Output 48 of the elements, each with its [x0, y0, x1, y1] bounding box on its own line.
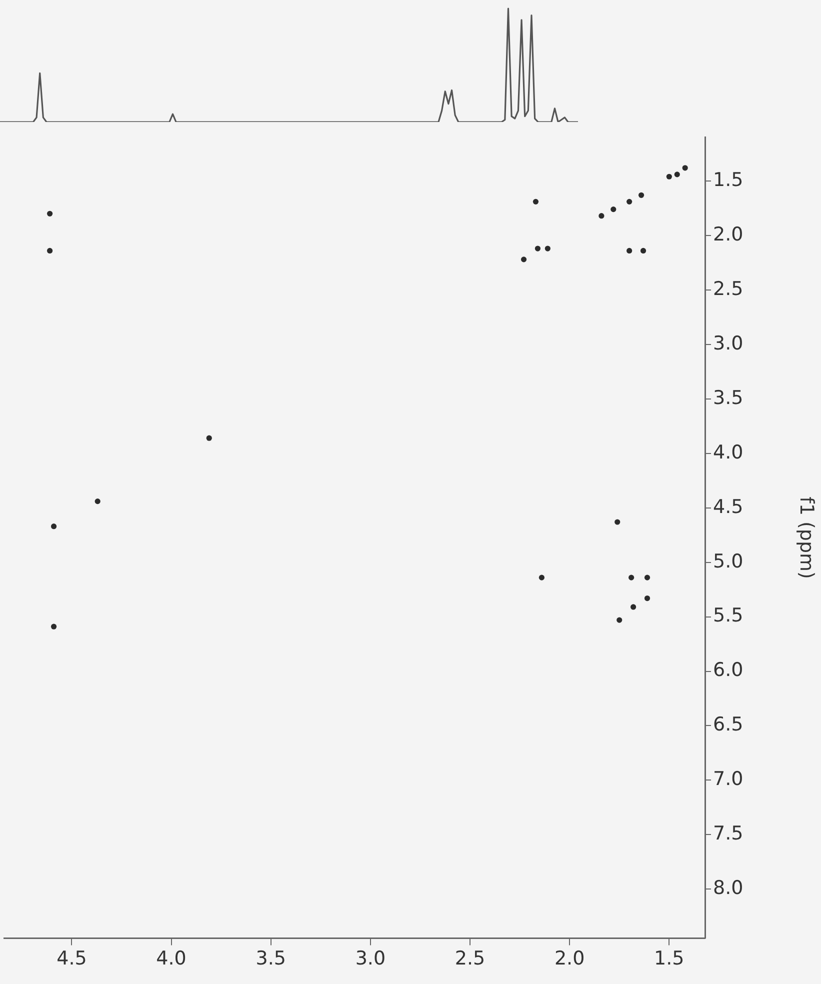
- point: [614, 519, 620, 525]
- point: [628, 574, 634, 580]
- y-tick-label: 3.0: [713, 332, 744, 354]
- x-tick-label: 2.0: [554, 948, 585, 970]
- point: [47, 248, 53, 254]
- x-tick-label: 4.0: [156, 948, 186, 970]
- y-tick-label: 4.5: [713, 496, 744, 518]
- point: [638, 192, 644, 198]
- y-tick-label: 7.0: [713, 768, 744, 790]
- y-tick-label: 3.5: [713, 386, 744, 409]
- x-tick-label: 2.5: [454, 948, 486, 970]
- point: [626, 248, 632, 254]
- y-tick-label: 2.0: [713, 223, 744, 246]
- point: [666, 174, 672, 180]
- y-tick-label: 8.0: [713, 877, 744, 900]
- y-tick-label: 1.5: [713, 168, 744, 191]
- point: [50, 524, 57, 530]
- point: [644, 595, 650, 602]
- point: [644, 574, 650, 580]
- y-axis-title: f1 (ppm): [796, 496, 818, 579]
- x-tick-label: 3.5: [256, 948, 286, 970]
- point: [640, 248, 646, 254]
- y-tick-label: 4.0: [713, 441, 744, 464]
- point: [206, 435, 212, 441]
- point: [50, 624, 57, 630]
- point: [610, 206, 616, 212]
- point: [616, 617, 622, 623]
- point: [520, 256, 527, 262]
- y-tick-label: 7.5: [713, 822, 744, 845]
- y-tick-label: 5.0: [713, 550, 744, 572]
- x-tick-label: 3.0: [355, 948, 386, 970]
- y-tick-label: 5.5: [713, 604, 744, 627]
- point: [630, 604, 636, 610]
- point: [674, 172, 680, 178]
- point: [532, 198, 539, 204]
- y-tick-label: 6.5: [713, 714, 744, 736]
- point: [94, 498, 100, 504]
- point: [682, 165, 688, 171]
- point: [47, 210, 53, 216]
- point: [598, 213, 604, 219]
- x-tick-label: 4.5: [56, 948, 87, 970]
- point: [538, 574, 544, 580]
- y-tick-label: 2.5: [713, 278, 744, 300]
- x-tick-label: 1.5: [654, 948, 684, 970]
- y-tick-label: 6.0: [713, 659, 744, 682]
- point: [544, 246, 550, 252]
- point: [534, 246, 541, 252]
- point: [626, 198, 632, 204]
